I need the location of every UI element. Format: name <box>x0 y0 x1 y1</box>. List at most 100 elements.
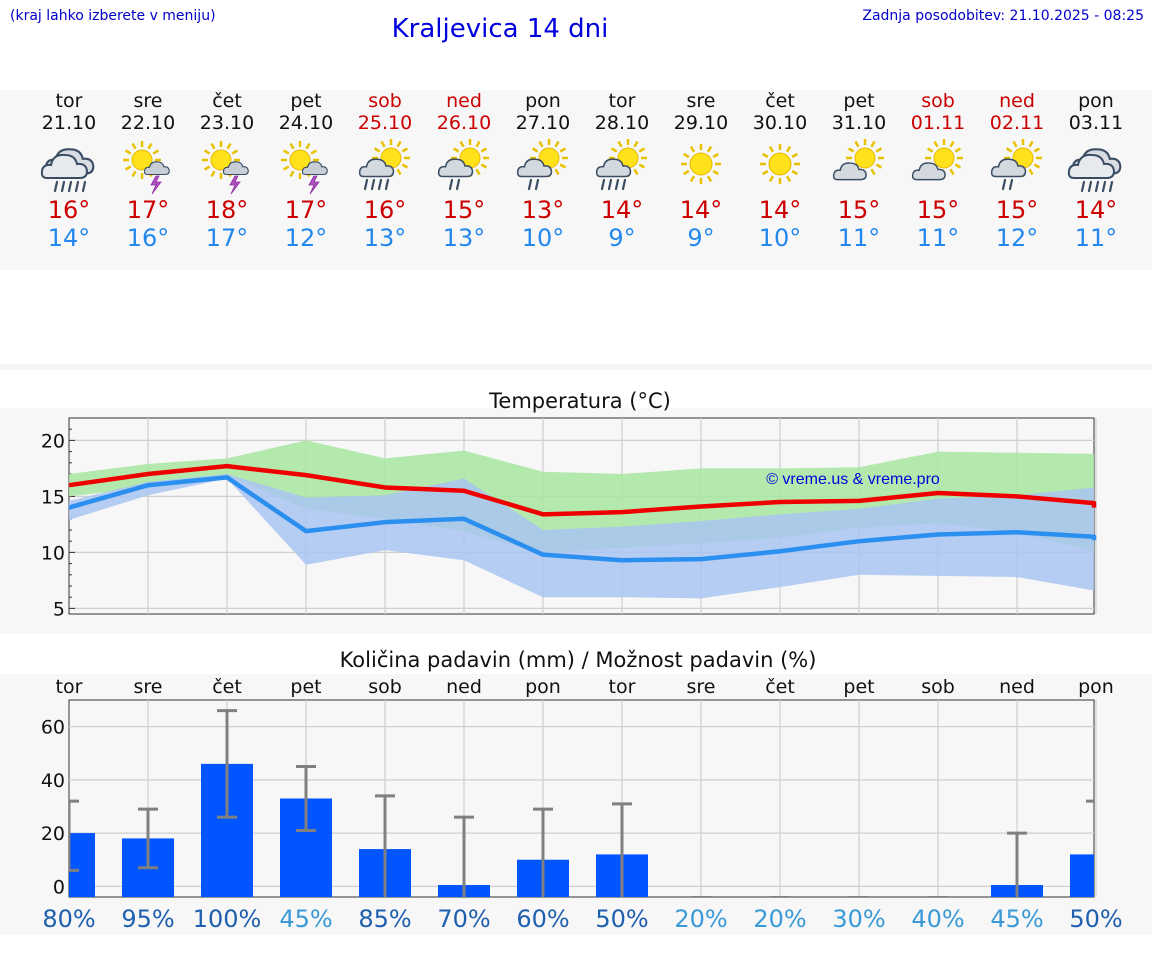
sun-cloud-rain-icon <box>358 139 410 191</box>
min-temperature: 9° <box>608 224 636 252</box>
precip-day-label: pon <box>1078 676 1114 698</box>
sun-icon <box>760 144 800 184</box>
max-temperature: 17° <box>126 196 170 224</box>
precip-day-label: čet <box>765 676 795 698</box>
precip-probability: 45% <box>990 905 1043 933</box>
precip-probability: 20% <box>753 905 806 933</box>
max-temp-band <box>69 440 1094 564</box>
day-date: 21.10 <box>41 112 97 134</box>
day-name: sob <box>368 90 402 112</box>
day-column: tor 21.10 16° 14° <box>30 90 108 252</box>
max-temperature: 15° <box>442 196 486 224</box>
temp-ytick-label: 10 <box>41 542 65 564</box>
sun-thunderstorm-icon <box>202 141 249 195</box>
day-name: sre <box>686 90 716 112</box>
day-name: ned <box>999 90 1035 112</box>
precip-probability: 60% <box>516 905 569 933</box>
day-name: tor <box>55 90 83 112</box>
day-name: ned <box>446 90 482 112</box>
precip-probability: 50% <box>1069 905 1122 933</box>
precip-day-label: pon <box>525 676 561 698</box>
min-temperature: 11° <box>916 224 960 252</box>
day-column: čet 23.10 18° 17° <box>188 90 266 252</box>
min-temperature: 12° <box>995 224 1039 252</box>
sun-cloud-light-rain-icon <box>516 139 568 191</box>
day-name: tor <box>608 90 636 112</box>
min-temperature: 9° <box>687 224 715 252</box>
precip-probability: 20% <box>674 905 727 933</box>
min-temp-band <box>69 474 1094 600</box>
min-temperature: 16° <box>126 224 170 252</box>
max-temperature: 15° <box>916 196 960 224</box>
day-column: sre 29.10 14° 9° <box>662 90 740 252</box>
precip-day-label: ned <box>446 676 482 698</box>
min-temperature: 11° <box>837 224 881 252</box>
sun-thunderstorm-icon <box>281 141 328 195</box>
min-temperature: 13° <box>363 224 407 252</box>
day-column: ned 02.11 15° 12° <box>978 90 1056 252</box>
precip-probability: 30% <box>832 905 885 933</box>
min-temperature: 10° <box>758 224 802 252</box>
precip-day-label: sob <box>921 676 955 698</box>
day-date: 22.10 <box>120 112 176 134</box>
day-date: 31.10 <box>831 112 887 134</box>
precip-day-label: pet <box>290 676 321 698</box>
temp-chart-title: Temperatura (°C) <box>488 389 671 413</box>
sun-cloud-rain-icon <box>595 139 647 191</box>
precip-day-label: sob <box>368 676 402 698</box>
max-temperature: 17° <box>284 196 328 224</box>
max-temperature: 14° <box>1074 196 1118 224</box>
precipitation-chart: Količina padavin (mm) / Možnost padavin … <box>0 648 1152 935</box>
day-name: sre <box>133 90 163 112</box>
section-divider <box>0 364 1152 370</box>
day-date: 27.10 <box>515 112 571 134</box>
temp-ytick-label: 5 <box>53 598 65 620</box>
max-temperature: 13° <box>521 196 565 224</box>
min-temperature: 14° <box>47 224 91 252</box>
precip-ytick-label: 20 <box>41 823 65 845</box>
day-column: pon 27.10 13° 10° <box>504 90 582 252</box>
precip-probability: 45% <box>279 905 332 933</box>
cloud-heavy-rain-icon <box>1067 148 1122 193</box>
watermark: © vreme.us & vreme.pro <box>766 471 940 488</box>
precip-probability: 80% <box>42 905 95 933</box>
day-column: pet 24.10 17° 12° <box>267 90 345 252</box>
precip-probability: 70% <box>437 905 490 933</box>
day-name: pon <box>1078 90 1114 112</box>
precip-bar <box>69 833 95 897</box>
day-name: pet <box>843 90 875 112</box>
precip-day-label: sre <box>134 676 163 698</box>
precip-day-label: tor <box>609 676 636 698</box>
temperature-chart: Temperatura (°C) 5 10 15 20 © vreme.us & vrem… <box>0 389 1152 634</box>
day-date: 26.10 <box>436 112 492 134</box>
precip-probability: 85% <box>358 905 411 933</box>
day-column: pet 31.10 15° 11° <box>820 90 898 252</box>
precip-ytick-label: 0 <box>53 876 65 898</box>
day-column: sob 25.10 16° 13° <box>346 90 424 252</box>
day-name: pon <box>525 90 561 112</box>
day-column: pon 03.11 14° 11° <box>1057 90 1135 252</box>
max-temperature: 18° <box>205 196 249 224</box>
sun-cloud-light-rain-icon <box>990 139 1042 191</box>
precip-day-label: čet <box>212 676 242 698</box>
min-temperature: 12° <box>284 224 328 252</box>
precip-day-label: ned <box>999 676 1035 698</box>
sun-cloud-light-rain-icon <box>437 139 489 191</box>
daily-forecast-panel: tor 21.10 16° 14° sre 22.10 17° 16° čet 23.10 18° 1… <box>0 90 1152 270</box>
precip-day-label: sre <box>687 676 716 698</box>
max-temperature: 15° <box>995 196 1039 224</box>
day-date: 01.11 <box>910 112 966 134</box>
page-title: Kraljevica 14 dni <box>391 14 609 44</box>
day-column: tor 28.10 14° 9° <box>583 90 661 252</box>
day-date: 30.10 <box>752 112 808 134</box>
day-name: čet <box>212 90 242 112</box>
day-name: sob <box>921 90 955 112</box>
day-date: 24.10 <box>278 112 334 134</box>
day-name: čet <box>765 90 795 112</box>
cloud-heavy-rain-icon <box>40 148 95 193</box>
precip-probability: 100% <box>193 905 262 933</box>
max-temperature: 16° <box>47 196 91 224</box>
max-temperature: 14° <box>600 196 644 224</box>
day-column: ned 26.10 15° 13° <box>425 90 503 252</box>
day-date: 28.10 <box>594 112 650 134</box>
